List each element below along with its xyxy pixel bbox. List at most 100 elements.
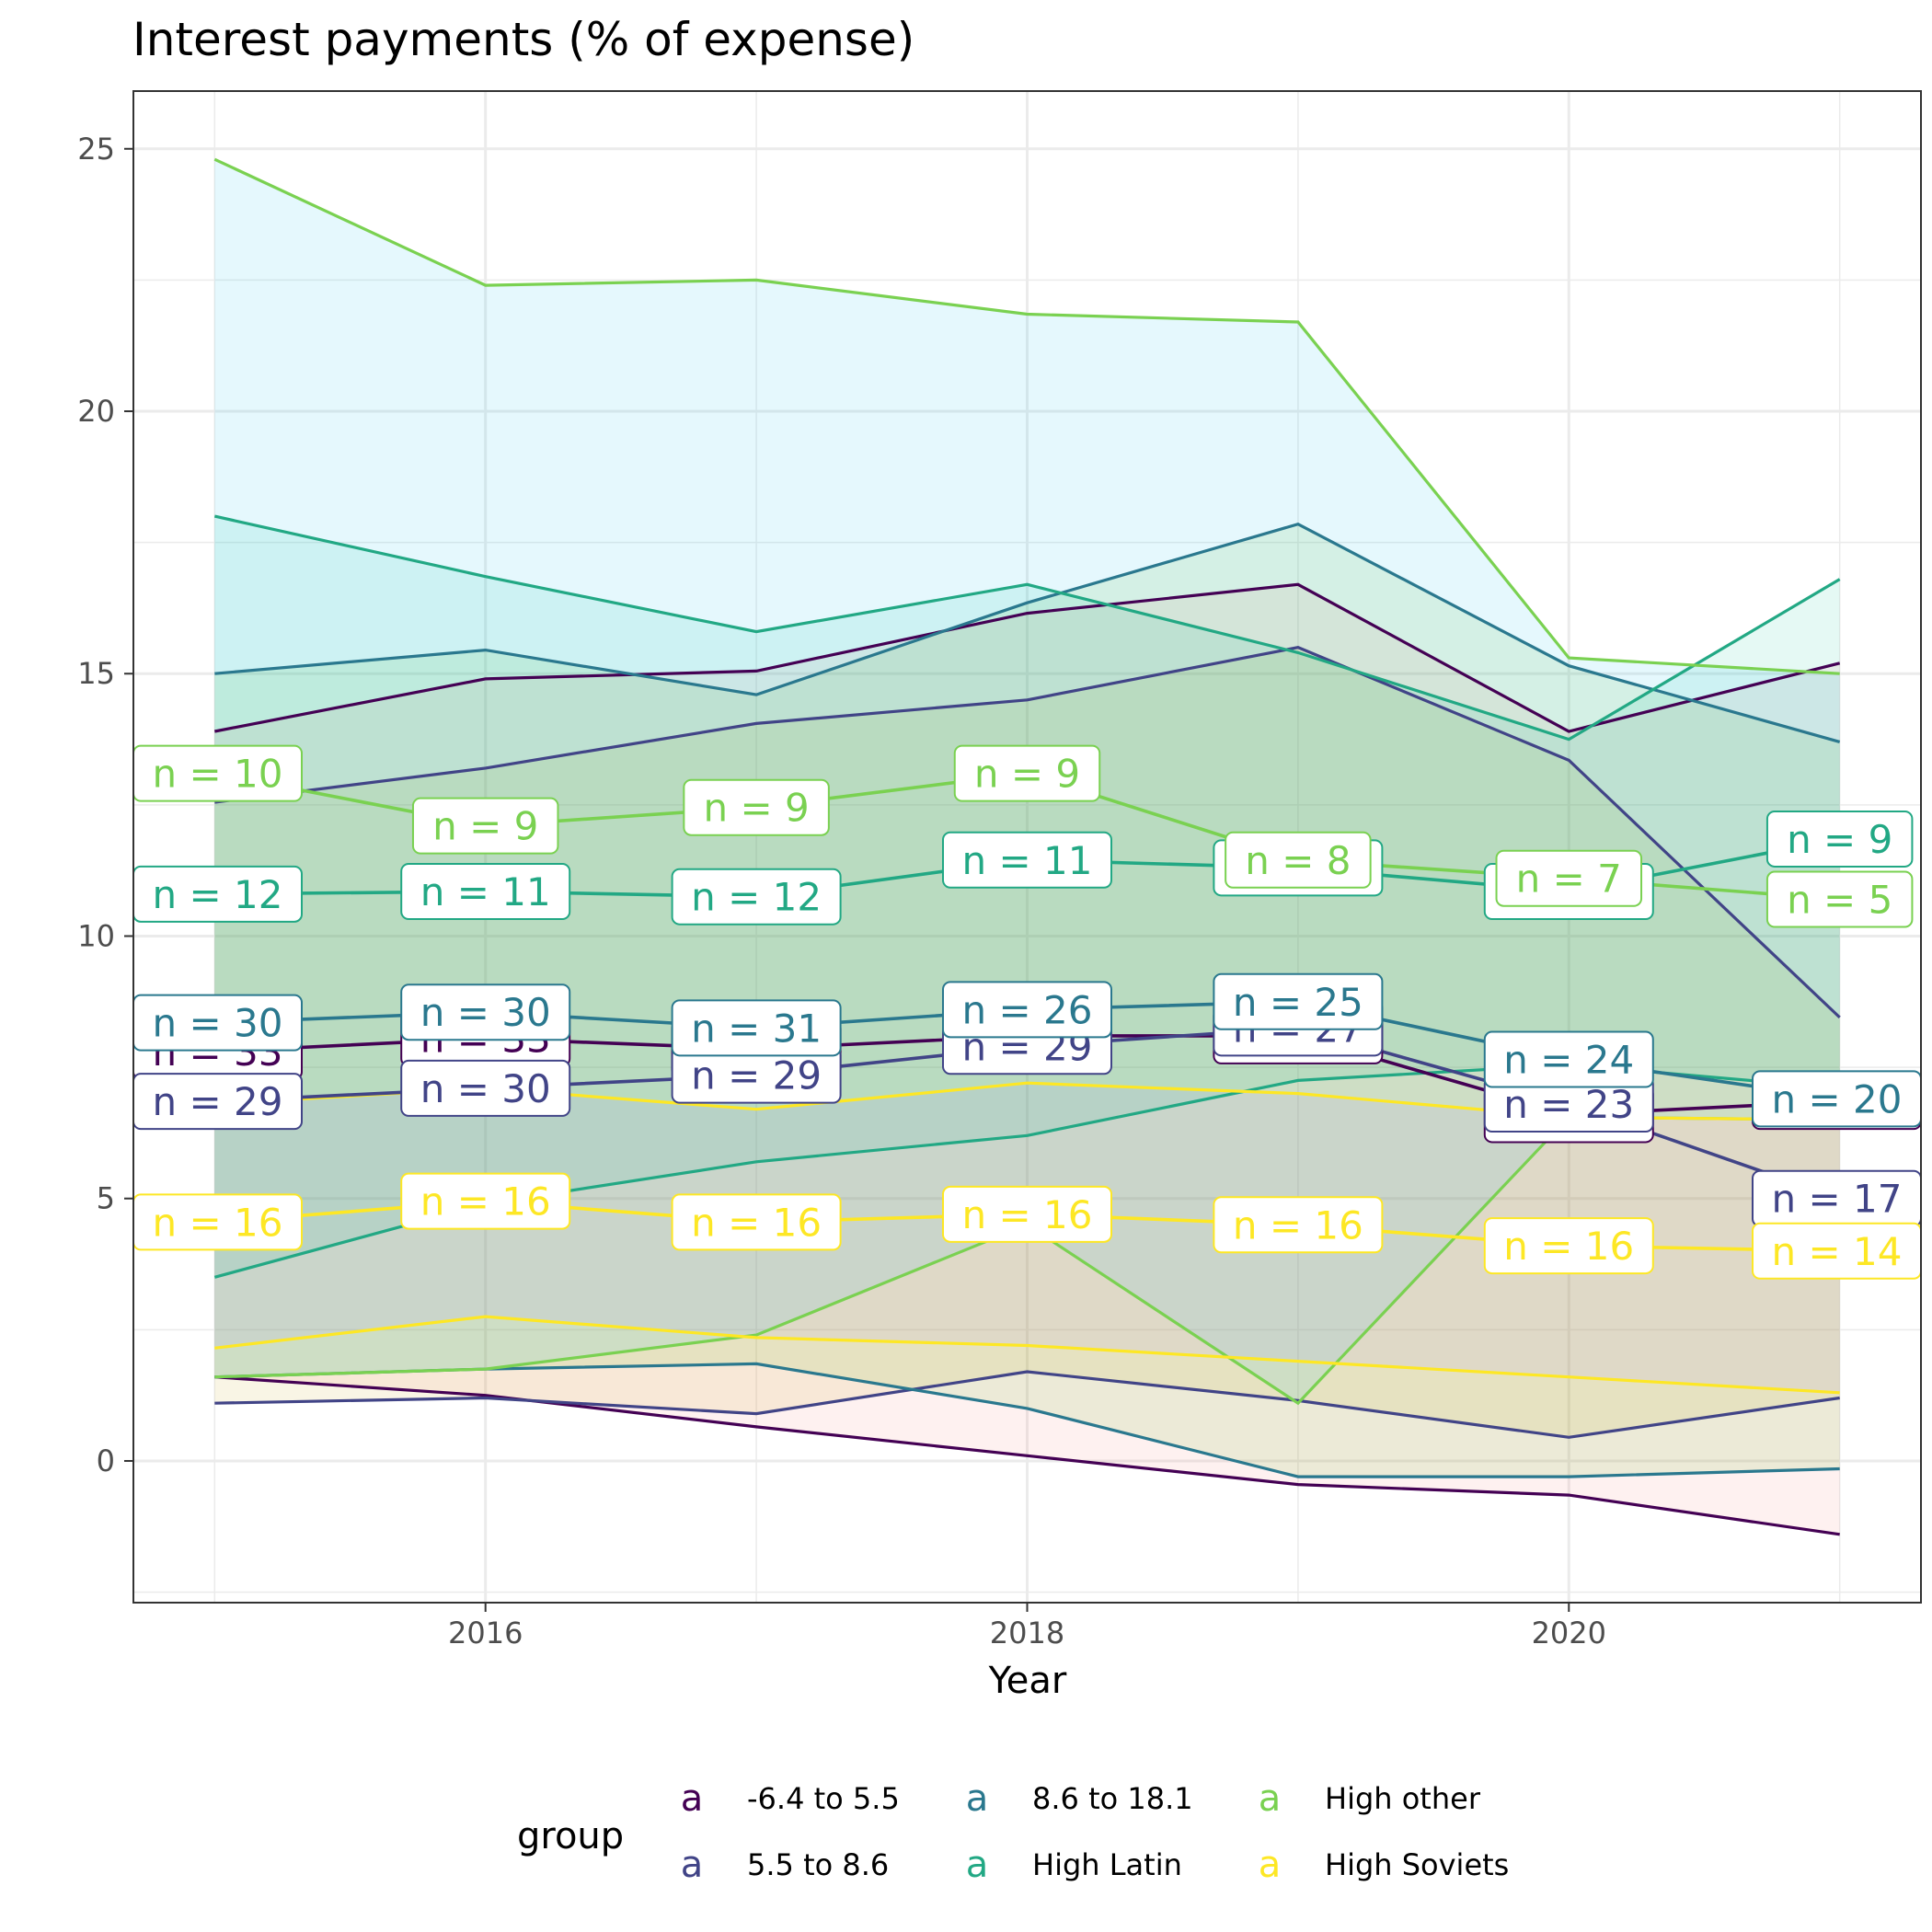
n-label: n = 9 (1765, 810, 1914, 868)
n-label-text: n = 16 (420, 1179, 551, 1225)
n-label-box (1225, 831, 1372, 889)
n-label-text: n = 30 (420, 1066, 551, 1111)
n-label-text: n = 9 (432, 804, 538, 849)
n-label-text: n = 10 (153, 752, 283, 797)
legend-key: a (681, 1844, 704, 1886)
n-label-box (411, 797, 559, 855)
n-label: n = 12 (671, 868, 842, 926)
n-label-text: n = 29 (153, 1079, 283, 1124)
n-label-text: n = 31 (691, 1006, 822, 1051)
n-label: n = 5 (1765, 870, 1914, 928)
n-label: n = 30 (400, 983, 571, 1041)
legend-label: High Soviets (1325, 1847, 1509, 1882)
legend-items: a -6.4 to 5.5 a 5.5 to 8.6 a 8.6 to 18.1 a High… (681, 1777, 1510, 1886)
n-label-text: n = 5 (1787, 878, 1892, 923)
n-label: n = 16 (400, 1172, 571, 1230)
upper-bound-line (214, 646, 1841, 1019)
n-label-text: n = 17 (1772, 1177, 1903, 1222)
legend-key: a (966, 1777, 989, 1820)
n-label: n = 20 (1752, 1070, 1922, 1128)
n-label-text: n = 16 (962, 1192, 1093, 1237)
legend-item: a -6.4 to 5.5 (681, 1777, 900, 1820)
y-tick-label: 20 (77, 394, 115, 429)
n-label-text: n = 12 (153, 872, 283, 917)
y-tick-label: 15 (77, 656, 115, 691)
y-tick-label: 25 (77, 132, 115, 167)
n-label: n = 14 (1752, 1222, 1922, 1280)
n-label-text: n = 26 (962, 987, 1093, 1032)
n-label: n = 17 (1752, 1169, 1922, 1227)
x-axis: 2016 2018 2020 (448, 1603, 1606, 1650)
legend-title: group (517, 1815, 624, 1857)
n-label-box (1483, 1030, 1654, 1088)
n-label-box (671, 868, 842, 926)
n-label-text: n = 9 (703, 786, 809, 831)
n-label-box (671, 1193, 842, 1251)
n-label-box (942, 1185, 1112, 1243)
n-label-text: n = 20 (1772, 1076, 1903, 1121)
n-label: n = 16 (132, 1193, 303, 1251)
legend-key: a (1259, 1777, 1282, 1820)
n-label: n = 29 (132, 1073, 303, 1131)
n-label-text: n = 9 (974, 752, 1080, 797)
n-label-text: n = 11 (420, 869, 551, 914)
n-label-box (953, 744, 1101, 802)
n-label: n = 12 (132, 865, 303, 923)
x-tick-label: 2016 (448, 1616, 523, 1650)
n-label: n = 9 (683, 778, 830, 836)
n-label: n = 9 (411, 797, 559, 855)
n-label-box (400, 983, 571, 1041)
n-label-text: n = 16 (691, 1200, 822, 1245)
n-label-text: n = 11 (962, 838, 1093, 883)
n-label-box (400, 1059, 571, 1117)
n-label: n = 30 (132, 994, 303, 1052)
n-label-text: n = 16 (1503, 1224, 1634, 1269)
n-labels: n = 33n = 33n = 31n = 29n = 27n = 25n = … (132, 744, 1922, 1280)
legend-item: a High other (1259, 1777, 1481, 1820)
n-label-box (400, 862, 571, 920)
lower-bound-line (214, 1370, 1840, 1439)
legend-label: High other (1325, 1781, 1481, 1816)
n-label-text: n = 30 (420, 990, 551, 1035)
n-label-box (400, 1172, 571, 1230)
upper-bound-line (213, 582, 1841, 733)
y-tick-label: 5 (97, 1181, 115, 1216)
n-label: n = 16 (671, 1193, 842, 1251)
legend-label: -6.4 to 5.5 (747, 1781, 900, 1816)
n-label: n = 10 (132, 744, 303, 802)
n-label: n = 29 (671, 1046, 842, 1104)
n-label-text: n = 14 (1772, 1229, 1903, 1274)
n-label-box (1765, 870, 1914, 928)
n-label: n = 30 (400, 1059, 571, 1117)
n-label: n = 8 (1225, 831, 1372, 889)
n-label: n = 7 (1495, 849, 1643, 907)
ribbon (214, 516, 1840, 1278)
y-axis: 0 5 10 15 20 25 (77, 132, 133, 1478)
legend-item: a High Latin (966, 1844, 1182, 1886)
lower-bound-line (214, 1375, 1840, 1536)
legend-item: a 5.5 to 8.6 (681, 1844, 890, 1886)
n-label-text: n = 30 (153, 1001, 283, 1046)
chart-title: Interest payments (% of expense) (132, 13, 914, 66)
n-label-box (671, 999, 842, 1057)
upper-bound-line (213, 157, 1840, 675)
n-label-box (1213, 972, 1384, 1030)
n-label-box (942, 981, 1112, 1039)
legend-item: a 8.6 to 18.1 (966, 1777, 1193, 1820)
n-label: n = 16 (942, 1185, 1112, 1243)
n-label-box (1483, 1217, 1654, 1275)
n-label-box (1213, 1196, 1384, 1254)
n-label-box (1495, 849, 1643, 907)
n-label-text: n = 16 (153, 1200, 283, 1245)
ribbons (214, 159, 1840, 1535)
n-label: n = 23 (1483, 1075, 1654, 1133)
n-label-text: n = 12 (691, 875, 822, 920)
legend-item: a High Soviets (1259, 1844, 1510, 1886)
upper-bound-line (213, 514, 1841, 742)
n-label: n = 24 (1483, 1030, 1654, 1088)
n-label: n = 26 (942, 981, 1112, 1039)
x-tick-label: 2020 (1532, 1616, 1606, 1650)
n-label-text: n = 25 (1233, 980, 1363, 1025)
x-tick-label: 2018 (990, 1616, 1064, 1650)
n-label-box (942, 831, 1112, 889)
